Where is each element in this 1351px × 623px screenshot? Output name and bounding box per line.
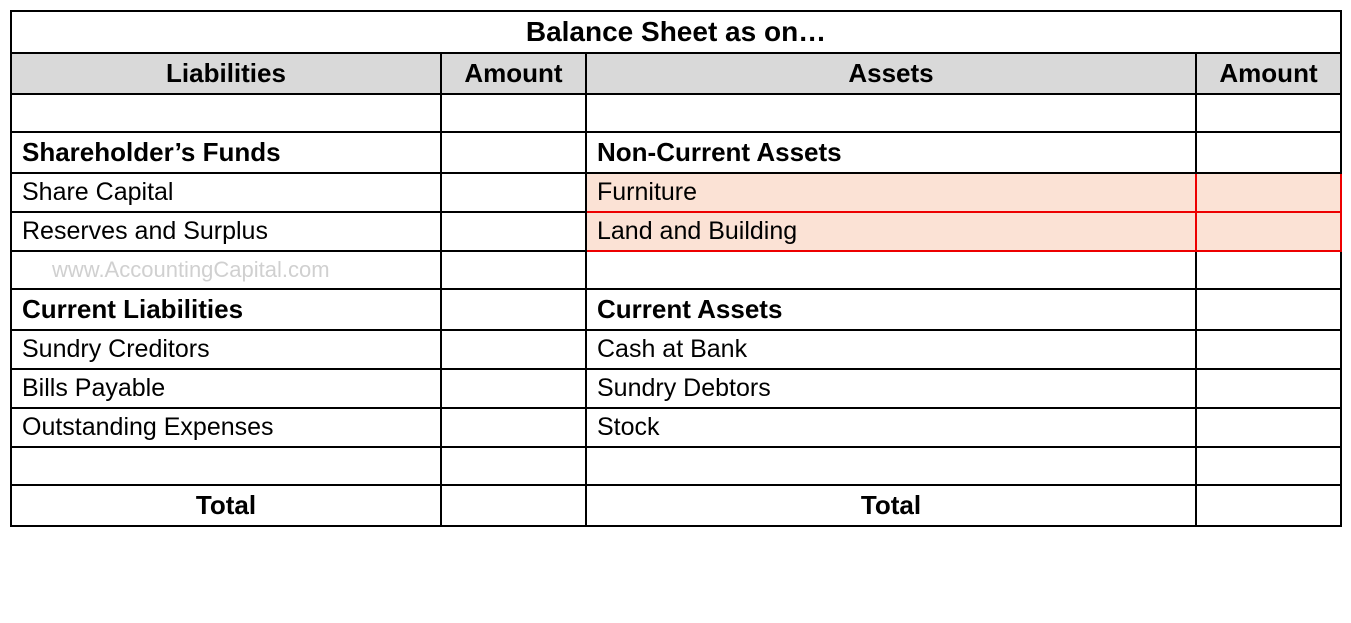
cell-empty (11, 447, 441, 485)
cell-empty (586, 447, 1196, 485)
watermark-text: www.AccountingCapital.com (11, 251, 441, 289)
section-row: Current Liabilities Current Assets (11, 289, 1341, 330)
amount-cell (441, 485, 586, 526)
asset-item: Stock (586, 408, 1196, 447)
watermark-row: www.AccountingCapital.com (11, 251, 1341, 289)
cell-empty (1196, 289, 1341, 330)
cell-empty (441, 132, 586, 173)
asset-item-highlight: Furniture (586, 173, 1196, 212)
asset-item-highlight: Land and Building (586, 212, 1196, 251)
liabilities-section-1: Shareholder’s Funds (11, 132, 441, 173)
cell-empty (1196, 132, 1341, 173)
amount-cell (441, 408, 586, 447)
amount-cell (441, 330, 586, 369)
title-row: Balance Sheet as on… (11, 11, 1341, 53)
data-row: Bills Payable Sundry Debtors (11, 369, 1341, 408)
cell-empty (1196, 94, 1341, 132)
cell-empty (1196, 251, 1341, 289)
balance-sheet-table: Balance Sheet as on… Liabilities Amount … (10, 10, 1342, 527)
balance-sheet-container: Balance Sheet as on… Liabilities Amount … (0, 0, 1351, 537)
amount-cell-highlight (1196, 173, 1341, 212)
cell-empty (586, 251, 1196, 289)
header-amount-right: Amount (1196, 53, 1341, 94)
assets-section-2: Current Assets (586, 289, 1196, 330)
liability-item: Bills Payable (11, 369, 441, 408)
liability-item: Share Capital (11, 173, 441, 212)
amount-cell (1196, 485, 1341, 526)
spacer-row-bottom (11, 447, 1341, 485)
data-row: Sundry Creditors Cash at Bank (11, 330, 1341, 369)
amount-cell (1196, 408, 1341, 447)
amount-cell-highlight (1196, 212, 1341, 251)
amount-cell (1196, 330, 1341, 369)
header-liabilities: Liabilities (11, 53, 441, 94)
amount-cell (441, 212, 586, 251)
section-row: Shareholder’s Funds Non-Current Assets (11, 132, 1341, 173)
cell-empty (441, 289, 586, 330)
spacer-row-top (11, 94, 1341, 132)
amount-cell (441, 173, 586, 212)
liabilities-total: Total (11, 485, 441, 526)
cell-empty (586, 94, 1196, 132)
asset-item: Sundry Debtors (586, 369, 1196, 408)
header-row: Liabilities Amount Assets Amount (11, 53, 1341, 94)
amount-cell (1196, 369, 1341, 408)
header-amount-left: Amount (441, 53, 586, 94)
liability-item: Sundry Creditors (11, 330, 441, 369)
asset-item: Cash at Bank (586, 330, 1196, 369)
assets-section-1: Non-Current Assets (586, 132, 1196, 173)
assets-total: Total (586, 485, 1196, 526)
liability-item: Outstanding Expenses (11, 408, 441, 447)
liabilities-section-2: Current Liabilities (11, 289, 441, 330)
amount-cell (441, 369, 586, 408)
cell-empty (441, 251, 586, 289)
cell-empty (441, 94, 586, 132)
total-row: Total Total (11, 485, 1341, 526)
liability-item: Reserves and Surplus (11, 212, 441, 251)
data-row: Share Capital Furniture (11, 173, 1341, 212)
data-row: Reserves and Surplus Land and Building (11, 212, 1341, 251)
cell-empty (1196, 447, 1341, 485)
data-row: Outstanding Expenses Stock (11, 408, 1341, 447)
header-assets: Assets (586, 53, 1196, 94)
cell-empty (11, 94, 441, 132)
cell-empty (441, 447, 586, 485)
table-title: Balance Sheet as on… (11, 11, 1341, 53)
